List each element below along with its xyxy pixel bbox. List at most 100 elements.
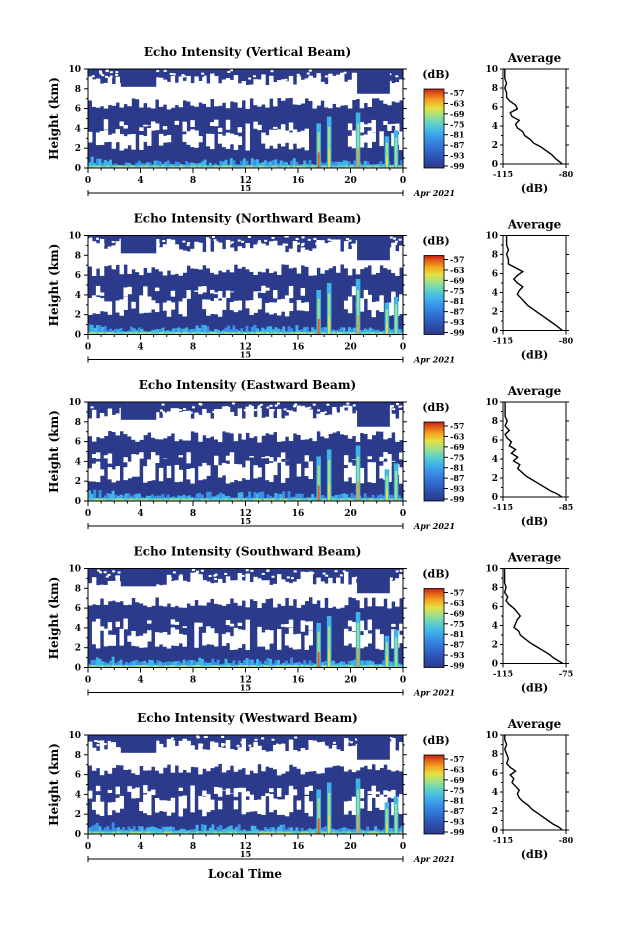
no-data-cell xyxy=(206,794,211,813)
echo-cell xyxy=(290,165,294,168)
echo-cell xyxy=(187,665,191,668)
echo-cell xyxy=(250,659,254,668)
echo-cell xyxy=(334,494,338,501)
no-data-cell xyxy=(332,741,336,744)
echo-cell xyxy=(137,332,141,335)
echo-cell xyxy=(127,165,131,168)
echo-cell xyxy=(98,658,102,668)
no-data-cell xyxy=(300,411,304,414)
echo-cell xyxy=(334,161,338,168)
colorbar-tick-label: -57 xyxy=(450,588,464,598)
echo-cell xyxy=(300,165,304,168)
echo-cell xyxy=(374,498,378,501)
no-data-cell xyxy=(99,72,103,75)
echo-cell xyxy=(98,490,102,501)
no-data-cell xyxy=(202,462,207,480)
no-data-cell xyxy=(300,79,306,104)
echo-cell xyxy=(195,661,199,668)
echo-cell xyxy=(119,165,123,168)
average-y-tick-label: 0 xyxy=(492,160,498,170)
x-tick-label: 4 xyxy=(137,509,143,519)
echo-cell xyxy=(214,662,218,668)
no-data-cell xyxy=(383,452,388,459)
echo-cell xyxy=(308,665,312,668)
y-tick-label: 4 xyxy=(75,624,81,634)
echo-cell xyxy=(145,165,149,168)
echo-cell xyxy=(132,665,136,668)
no-data-cell xyxy=(174,244,180,274)
no-data-cell xyxy=(359,620,365,632)
colorbar-tick-label: -63 xyxy=(450,431,465,441)
echo-cell xyxy=(164,165,168,168)
colorbar-tick-label: -99 xyxy=(450,161,465,171)
no-data-cell xyxy=(143,296,148,313)
no-data-cell xyxy=(257,79,262,107)
echo-cell xyxy=(324,660,328,668)
echo-cell xyxy=(385,475,389,501)
echo-cell xyxy=(353,659,357,668)
no-data-cell xyxy=(158,585,164,606)
echo-cell xyxy=(256,659,260,668)
echo-cell xyxy=(221,498,225,501)
echo-cell xyxy=(106,831,110,834)
no-data-cell xyxy=(91,463,97,482)
echo-cell xyxy=(266,498,270,501)
echo-cell xyxy=(200,324,204,335)
no-data-cell xyxy=(99,626,105,631)
echo-cell xyxy=(357,814,359,834)
echo-cell xyxy=(295,325,299,335)
echo-cell xyxy=(340,831,344,834)
echo-cell xyxy=(250,831,254,834)
echo-cell xyxy=(193,498,197,501)
no-data-cell xyxy=(273,798,278,810)
echo-cell xyxy=(250,165,254,168)
echo-cell xyxy=(258,665,262,668)
no-data-cell xyxy=(95,627,101,649)
echo-cell xyxy=(400,332,404,335)
no-data-cell xyxy=(245,751,250,775)
no-data-cell xyxy=(395,418,400,442)
echo-cell xyxy=(98,498,102,501)
echo-cell xyxy=(140,665,144,668)
no-data-cell xyxy=(363,134,369,143)
no-data-cell xyxy=(154,798,160,813)
echo-cell xyxy=(284,660,288,668)
echo-cell xyxy=(127,826,131,834)
no-data-cell xyxy=(288,248,294,269)
echo-cell xyxy=(190,329,194,335)
no-data-cell xyxy=(336,578,340,581)
colorbar-unit: (dB) xyxy=(422,235,449,248)
echo-cell xyxy=(328,649,331,668)
no-data-cell xyxy=(229,636,235,651)
no-data-cell xyxy=(158,417,164,440)
echo-cell xyxy=(245,165,249,168)
no-data-cell xyxy=(398,405,402,408)
no-data-cell xyxy=(210,133,215,150)
echo-cell xyxy=(295,161,299,168)
no-data-cell xyxy=(257,407,262,443)
echo-cell xyxy=(356,290,360,335)
no-data-cell xyxy=(296,300,302,311)
no-data-cell xyxy=(229,247,235,273)
echo-cell xyxy=(287,491,291,501)
echo-cell xyxy=(400,498,404,501)
echo-cell xyxy=(337,828,341,834)
echo-cell xyxy=(305,165,309,168)
echo-cell xyxy=(93,824,97,834)
echo-cell xyxy=(321,827,325,834)
echo-cell xyxy=(193,332,197,335)
echo-cell xyxy=(269,665,273,668)
no-data-cell xyxy=(243,409,247,412)
echo-cell xyxy=(164,661,168,668)
no-data-cell xyxy=(375,796,380,808)
echo-cell xyxy=(298,665,302,668)
no-data-cell xyxy=(88,77,92,80)
no-data-cell xyxy=(131,134,136,150)
echo-cell xyxy=(271,831,275,834)
echo-cell xyxy=(98,332,102,335)
no-data-cell xyxy=(308,250,313,276)
no-data-cell xyxy=(166,800,172,816)
no-data-cell xyxy=(147,459,152,465)
echo-cell xyxy=(263,329,267,335)
colorbar-tick-label: -81 xyxy=(450,629,464,639)
